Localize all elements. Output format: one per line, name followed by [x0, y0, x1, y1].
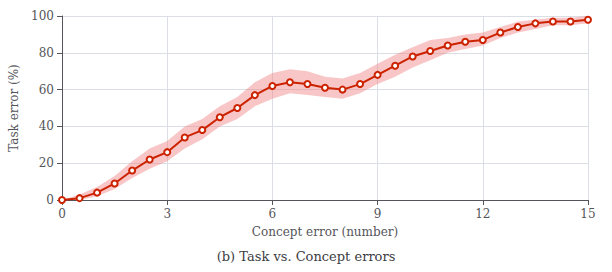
svg-text:12: 12 [475, 207, 490, 221]
svg-text:6: 6 [269, 207, 277, 221]
svg-text:20: 20 [39, 156, 54, 170]
svg-text:Concept error (number): Concept error (number) [252, 225, 398, 239]
svg-text:15: 15 [580, 207, 595, 221]
svg-text:0: 0 [58, 207, 66, 221]
svg-text:0: 0 [46, 193, 54, 207]
svg-text:3: 3 [163, 207, 171, 221]
svg-text:100: 100 [31, 9, 54, 23]
svg-text:40: 40 [39, 119, 54, 133]
svg-text:9: 9 [374, 207, 382, 221]
svg-text:60: 60 [39, 83, 54, 97]
svg-text:80: 80 [39, 46, 54, 60]
svg-text:Task error (%): Task error (%) [7, 64, 21, 152]
svg-text:(b) Task vs. Concept errors: (b) Task vs. Concept errors [217, 249, 396, 264]
